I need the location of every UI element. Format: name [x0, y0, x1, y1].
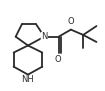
Text: NH: NH	[22, 76, 34, 85]
Text: O: O	[68, 17, 74, 26]
Text: N: N	[41, 32, 47, 41]
Text: O: O	[54, 55, 61, 64]
